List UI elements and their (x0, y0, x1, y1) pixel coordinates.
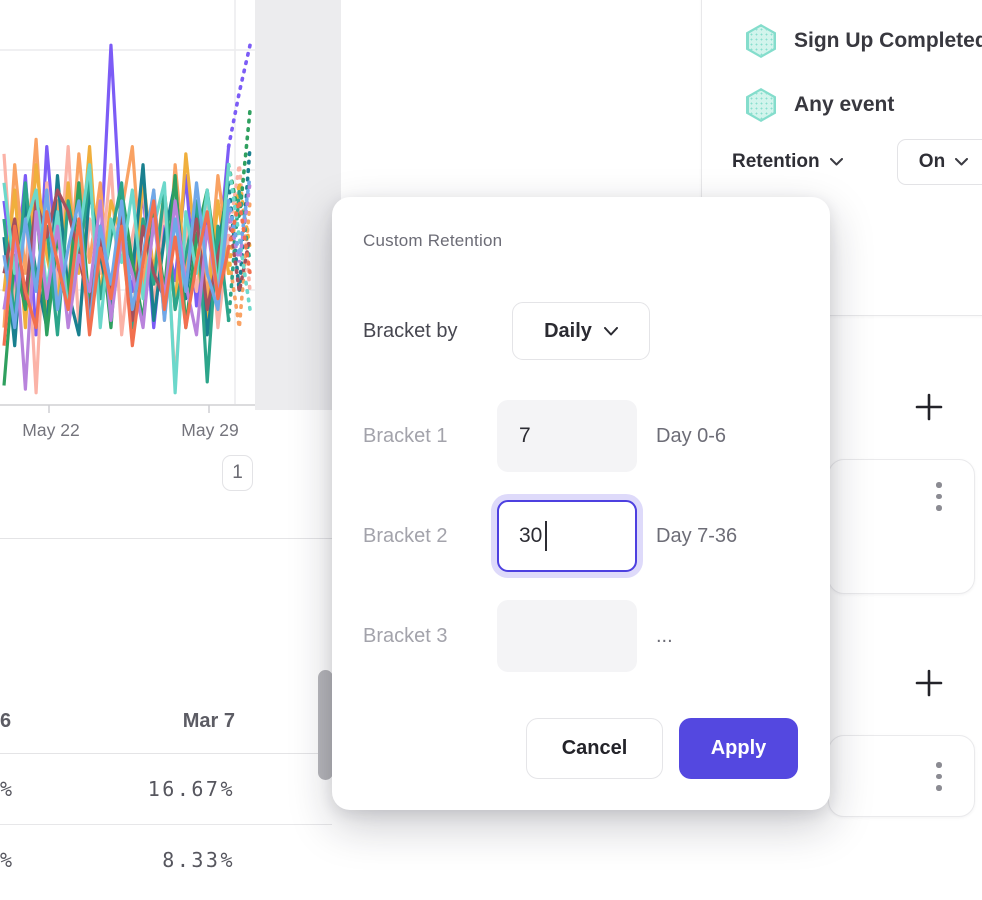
bracket-3-label: Bracket 3 (363, 624, 448, 647)
measure-dropdown-label: Retention (732, 151, 820, 172)
chevron-down-icon (955, 158, 969, 166)
bracket-by-dropdown-value: Daily (544, 319, 592, 342)
chart-series-line-forecast-dotted (226, 173, 252, 256)
on-dropdown[interactable]: On (897, 139, 982, 185)
bracket-2-value: 30 (519, 524, 543, 547)
retention-table: 6 Mar 7 % 16.67% % 8.33% (0, 538, 332, 900)
x-axis-tick-label: May 22 (22, 420, 80, 440)
pagination-page-button[interactable]: 1 (222, 455, 253, 491)
chart-series-line (2, 199, 231, 348)
table-row: % 8.33% (0, 824, 332, 895)
event-row-any-event[interactable]: Any event (702, 87, 982, 123)
filter-card (828, 735, 975, 817)
filter-card (828, 459, 975, 594)
bracket-1-label: Bracket 1 (363, 424, 448, 447)
query-controls-row: Retention On Each Day Adv... (702, 139, 982, 185)
event-row-sign-up-completed[interactable]: Sign Up Completed then (702, 23, 982, 59)
plus-icon (915, 669, 943, 697)
event-hexagon-icon (746, 24, 776, 58)
bracket-by-dropdown[interactable]: Daily (512, 302, 650, 360)
vertical-scrollbar-thumb[interactable] (318, 670, 333, 780)
bracket-row-1: Bracket 1 7 Day 0-6 (332, 400, 830, 472)
retention-line-chart (0, 0, 255, 413)
event-hexagon-icon (746, 88, 776, 122)
bracket-row-2: Bracket 2 30 Day 7-36 (332, 500, 830, 572)
table-header-mar-7: Mar 7 (182, 709, 235, 732)
panel-gap (255, 0, 341, 410)
x-axis-tick-label: May 29 (181, 420, 239, 440)
chart-series-line-forecast-dotted (226, 162, 252, 312)
event-name: Any event (794, 93, 895, 116)
bracket-1-input[interactable]: 7 (497, 400, 637, 472)
kebab-menu-button[interactable] (932, 758, 946, 795)
add-section-button[interactable] (915, 669, 943, 697)
add-section-button[interactable] (915, 393, 943, 421)
table-cell-clipped: % (0, 847, 15, 872)
chart-series-line-forecast-dotted (226, 43, 252, 149)
chart-series-line-forecast-dotted (226, 164, 252, 294)
bracket-by-label: Bracket by (363, 319, 458, 342)
on-dropdown-label: On (918, 151, 946, 172)
chevron-down-icon (603, 326, 618, 335)
chart-series-line-forecast-dotted (226, 182, 252, 276)
chart-series-line (2, 145, 231, 337)
bracket-3-range: ... (656, 624, 673, 647)
kebab-menu-button[interactable] (932, 478, 946, 515)
table-cell-clipped: % (0, 776, 15, 801)
plus-icon (915, 393, 943, 421)
bracket-3-input[interactable] (497, 600, 637, 672)
table-cell-value: 16.67% (147, 776, 235, 801)
table-header-clipped: 6 (0, 709, 12, 732)
cancel-button[interactable]: Cancel (526, 718, 663, 779)
bracket-1-value: 7 (519, 424, 531, 447)
measure-dropdown[interactable]: Retention (732, 139, 843, 185)
apply-button[interactable]: Apply (679, 718, 798, 779)
event-name: Sign Up Completed (794, 29, 982, 52)
chevron-down-icon (829, 158, 843, 166)
chart-series-line-forecast-dotted (226, 200, 252, 276)
modal-title: Custom Retention (363, 231, 503, 250)
custom-retention-modal: Custom Retention Bracket by Daily Bracke… (332, 197, 830, 810)
bracket-2-label: Bracket 2 (363, 524, 448, 547)
bracket-row-3: Bracket 3 ... (332, 600, 830, 672)
table-header-row: 6 Mar 7 (0, 689, 332, 754)
text-cursor (545, 521, 548, 551)
bracket-1-range: Day 0-6 (656, 424, 727, 447)
table-cell-value: 8.33% (162, 847, 235, 872)
bracket-2-input[interactable]: 30 (497, 500, 637, 572)
chart-series-line (2, 181, 231, 330)
bracket-2-range: Day 7-36 (656, 524, 738, 547)
table-row: % 16.67% (0, 753, 332, 825)
